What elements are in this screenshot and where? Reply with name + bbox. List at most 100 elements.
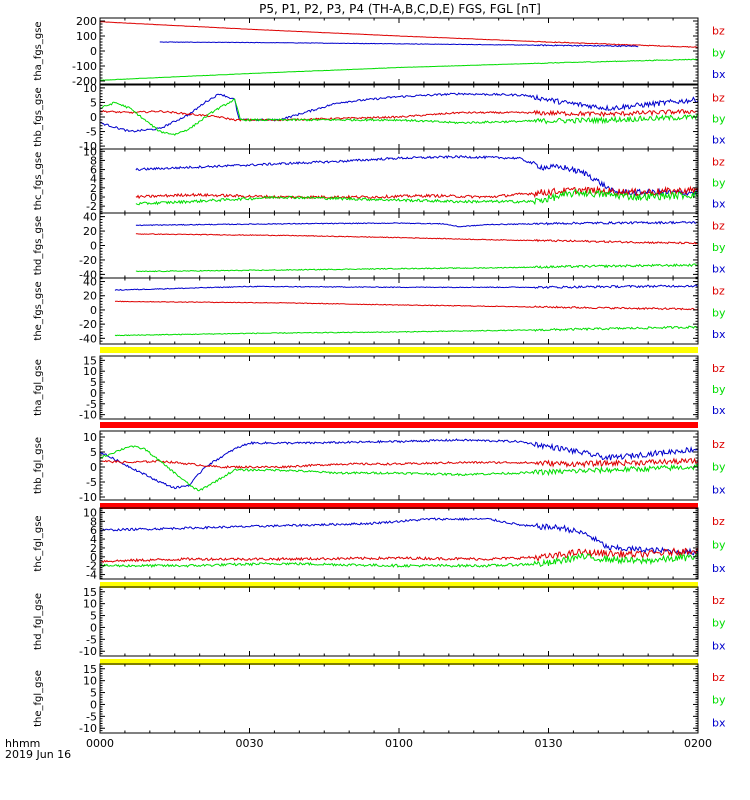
y-tick-label: -10 — [79, 722, 97, 735]
series-line-by — [100, 552, 698, 568]
series-line-bx — [100, 517, 698, 556]
y-tick-label: 0 — [90, 240, 97, 253]
y-tick-label: 40 — [83, 211, 97, 224]
y-tick-label: 10 — [83, 145, 97, 158]
y-tick-label: -10 — [79, 491, 97, 504]
panel-frame — [99, 663, 699, 734]
y-tick-label: 0 — [90, 111, 97, 124]
legend-bx: bx — [712, 328, 726, 341]
legend-bx: bx — [712, 198, 726, 211]
legend-by: by — [712, 112, 726, 125]
y-tick-label: 4 — [90, 173, 97, 186]
y-tick-label: -200 — [72, 75, 97, 88]
y-tick-label: 0 — [90, 304, 97, 317]
y-axis-label: thd_fgl_gse — [33, 593, 44, 650]
series-line-by — [100, 445, 698, 492]
legend-by: by — [712, 383, 726, 396]
series-line-bx — [159, 41, 639, 48]
panel-thb_fgs_gse: 105 0 -5-10 thb_fgs_gse bz by bx — [33, 82, 726, 153]
y-tick-label: -5 — [86, 398, 97, 411]
y-axis-label: thd_fgs_gse — [33, 216, 44, 275]
y-tick-label: -10 — [79, 409, 97, 422]
time-tick-label: 0100 — [385, 737, 413, 750]
y-tick-label: -40 — [79, 268, 97, 281]
y-tick-label: 40 — [83, 276, 97, 289]
series-line-by — [135, 263, 698, 273]
status-bar-yellow — [100, 659, 698, 665]
y-tick-label: 2 — [90, 542, 97, 555]
y-tick-label: 0 — [90, 387, 97, 400]
status-bar-yellow — [100, 347, 698, 353]
series-line-by — [114, 325, 698, 337]
plot-title: P5, P1, P2, P3, P4 (TH-A,B,C,D,E) FGS, F… — [259, 2, 541, 16]
series-line-bz — [114, 300, 698, 311]
legend-bz: bz — [712, 438, 725, 451]
y-axis-label: thc_fgs_gse — [33, 152, 44, 211]
series-line-by — [100, 58, 698, 81]
y-tick-label: 5 — [90, 446, 97, 459]
y-tick-label: -10 — [79, 140, 97, 153]
time-axis: 0000 0030 0100 0130 0200 — [86, 737, 712, 750]
y-tick-label: 10 — [83, 365, 97, 378]
legend-bz: bz — [712, 285, 725, 298]
y-axis-label: tha_fgs_gse — [33, 21, 44, 80]
legend-by: by — [712, 694, 726, 707]
y-tick-label: 0 — [90, 698, 97, 711]
series-line-bz — [100, 21, 698, 48]
series-line-bx — [135, 220, 698, 228]
y-tick-label: 20 — [83, 290, 97, 303]
y-tick-label: 15 — [83, 663, 97, 676]
series-line-bx — [100, 438, 698, 490]
y-tick-label: -100 — [72, 60, 97, 73]
y-tick-label: 4 — [90, 533, 97, 546]
panel-frame — [99, 17, 699, 85]
legend-bx: bx — [712, 68, 726, 81]
time-tick-label: 0030 — [236, 737, 264, 750]
y-tick-label: 5 — [90, 96, 97, 109]
time-tick-label: 0130 — [535, 737, 563, 750]
y-tick-label: 10 — [83, 506, 97, 519]
status-bar-yellow — [100, 582, 698, 588]
y-tick-label: 200 — [76, 15, 97, 28]
y-axis-label: thb_fgs_gse — [33, 87, 44, 146]
series-line-bz — [100, 457, 698, 469]
legend-bz: bz — [712, 219, 725, 232]
series-line-bz — [100, 109, 698, 122]
legend-by: by — [712, 539, 726, 552]
legend-by: by — [712, 176, 726, 189]
series-line-bz — [135, 233, 698, 245]
panel-frame — [99, 355, 699, 420]
y-tick-label: 15 — [83, 354, 97, 367]
y-axis-label: the_fgl_gse — [33, 670, 44, 727]
y-tick-label: 8 — [90, 515, 97, 528]
panel-frame — [99, 507, 699, 580]
y-tick-label: -40 — [79, 332, 97, 345]
y-tick-label: 100 — [76, 30, 97, 43]
legend-bz: bz — [712, 362, 725, 375]
y-tick-label: 0 — [90, 45, 97, 58]
legend-bx: bx — [712, 404, 726, 417]
y-tick-label: 10 — [83, 82, 97, 95]
y-tick-label: 5 — [90, 687, 97, 700]
y-tick-label: 6 — [90, 524, 97, 537]
time-tick-label: 0200 — [684, 737, 712, 750]
y-tick-label: 2 — [90, 182, 97, 195]
y-tick-label: 6 — [90, 164, 97, 177]
y-tick-label: -5 — [86, 633, 97, 646]
legend-bx: bx — [712, 640, 726, 653]
y-tick-label: 15 — [83, 586, 97, 599]
series-line-bz — [100, 547, 698, 563]
y-tick-label: 0 — [90, 621, 97, 634]
y-tick-label: 0 — [90, 551, 97, 564]
date-label: 2019 Jun 16 — [5, 748, 71, 761]
series-line-bx — [135, 155, 698, 197]
series-line-bx — [100, 92, 698, 133]
y-tick-label: 0 — [90, 461, 97, 474]
y-axis-label: the_fgs_gse — [33, 281, 44, 340]
